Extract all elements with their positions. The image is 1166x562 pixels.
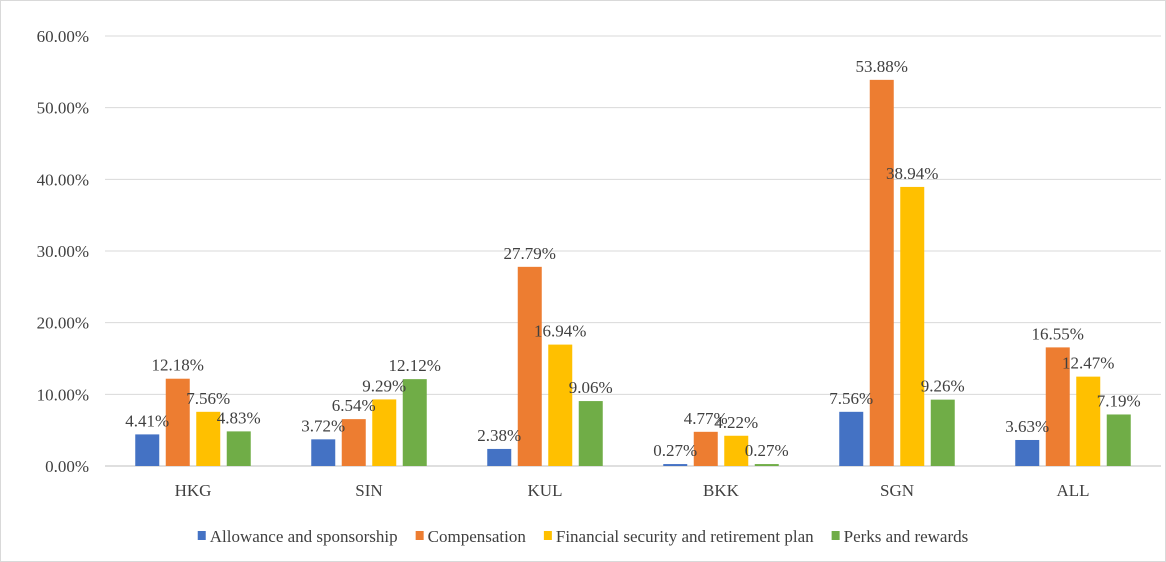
bar: [517, 266, 542, 466]
bar: [578, 401, 603, 466]
bar: [341, 419, 366, 466]
data-label: 7.56%: [186, 389, 230, 408]
gridlines: [105, 35, 1161, 467]
legend-swatch: [543, 531, 552, 540]
bar: [1076, 376, 1101, 466]
bar: [1045, 347, 1070, 466]
data-label: 38.94%: [886, 164, 938, 183]
y-tick-label: 0.00%: [45, 457, 89, 476]
bar: [930, 399, 955, 466]
bar: [311, 439, 336, 466]
bar: [226, 431, 251, 466]
legend-label: Perks and rewards: [844, 527, 969, 546]
bar: [839, 411, 864, 466]
y-tick-label: 20.00%: [37, 314, 89, 333]
bar: [548, 344, 573, 466]
legend-swatch: [415, 531, 424, 540]
bar: [900, 186, 925, 466]
x-tick-label: SGN: [880, 481, 914, 500]
y-axis: 0.00% 10.00% 20.00% 30.00% 40.00% 50.00% 60.00…: [37, 27, 89, 476]
bar: [196, 411, 221, 466]
data-label: 9.29%: [362, 376, 406, 395]
x-axis: HKG SIN KUL BKK SGN ALL: [175, 481, 1090, 500]
y-tick-label: 50.00%: [37, 99, 89, 118]
bar: [1106, 414, 1131, 466]
data-label: 12.12%: [389, 356, 441, 375]
data-label: 6.54%: [332, 396, 376, 415]
bar: [754, 464, 779, 466]
data-labels: 4.41%12.18%7.56%4.83% 3.72%6.54%9.29%12.1…: [125, 57, 1140, 460]
data-label: 4.41%: [125, 411, 169, 430]
y-tick-label: 10.00%: [37, 385, 89, 404]
x-tick-label: SIN: [355, 481, 382, 500]
data-label: 16.55%: [1032, 324, 1084, 343]
legend: Allowance and sponsorship Compensation Fin…: [197, 527, 969, 546]
data-label: 9.06%: [569, 378, 613, 397]
data-label: 4.83%: [217, 408, 261, 427]
data-label: 53.88%: [856, 57, 908, 76]
y-tick-label: 30.00%: [37, 242, 89, 261]
data-label: 3.63%: [1005, 417, 1049, 436]
data-label: 0.27%: [653, 441, 697, 460]
bar: [869, 79, 894, 467]
y-tick-label: 40.00%: [37, 170, 89, 189]
bar: [1015, 439, 1040, 466]
data-label: 4.77%: [684, 409, 728, 428]
bar: [487, 448, 512, 466]
data-label: 0.27%: [745, 441, 789, 460]
bar: [402, 379, 427, 466]
data-label: 12.18%: [152, 356, 204, 375]
bar: [693, 431, 718, 466]
bar: [135, 434, 160, 466]
bars: [135, 79, 1131, 467]
data-label: 7.19%: [1097, 391, 1141, 410]
bar: [165, 378, 190, 466]
legend-label: Compensation: [428, 527, 527, 546]
x-tick-label: ALL: [1056, 481, 1089, 500]
legend-swatch: [831, 531, 840, 540]
data-label: 7.56%: [829, 389, 873, 408]
legend-label: Allowance and sponsorship: [210, 527, 398, 546]
bar: [724, 435, 749, 466]
legend-swatch: [197, 531, 206, 540]
y-tick-label: 60.00%: [37, 27, 89, 46]
x-tick-label: HKG: [175, 481, 212, 500]
data-label: 9.26%: [921, 377, 965, 396]
data-label: 3.72%: [301, 416, 345, 435]
legend-label: Financial security and retirement plan: [556, 527, 814, 546]
x-tick-label: KUL: [528, 481, 563, 500]
x-tick-label: BKK: [703, 481, 740, 500]
data-label: 12.47%: [1062, 354, 1114, 373]
data-label: 27.79%: [504, 244, 556, 263]
data-label: 2.38%: [477, 426, 521, 445]
bar: [372, 399, 397, 466]
bar: [663, 464, 688, 466]
data-label: 16.94%: [534, 322, 586, 341]
data-label: 4.22%: [714, 413, 758, 432]
